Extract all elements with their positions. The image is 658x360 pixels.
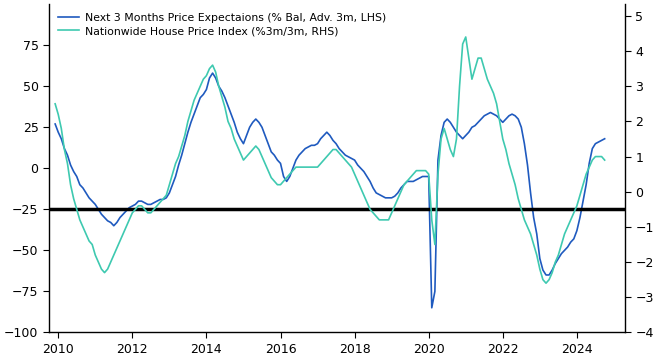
- Next 3 Months Price Expectaions (% Bal, Adv. 3m, LHS): [51, 122, 59, 126]
- Nationwide House Price Index (%3m/3m, RHS): [292, 165, 300, 169]
- Next 3 Months Price Expectaions (% Bal, Adv. 3m, LHS): [295, 153, 303, 157]
- Nationwide House Price Index (%3m/3m, RHS): [51, 102, 59, 106]
- Nationwide House Price Index (%3m/3m, RHS): [104, 267, 112, 271]
- Next 3 Months Price Expectaions (% Bal, Adv. 3m, LHS): [601, 136, 609, 141]
- Next 3 Months Price Expectaions (% Bal, Adv. 3m, LHS): [212, 76, 220, 80]
- Next 3 Months Price Expectaions (% Bal, Adv. 3m, LHS): [150, 201, 158, 205]
- Next 3 Months Price Expectaions (% Bal, Adv. 3m, LHS): [104, 219, 112, 223]
- Next 3 Months Price Expectaions (% Bal, Adv. 3m, LHS): [97, 212, 105, 216]
- Nationwide House Price Index (%3m/3m, RHS): [209, 63, 216, 67]
- Nationwide House Price Index (%3m/3m, RHS): [150, 207, 158, 211]
- Line: Nationwide House Price Index (%3m/3m, RHS): Nationwide House Price Index (%3m/3m, RH…: [55, 37, 605, 283]
- Nationwide House Price Index (%3m/3m, RHS): [97, 267, 105, 271]
- Legend: Next 3 Months Price Expectaions (% Bal, Adv. 3m, LHS), Nationwide House Price In: Next 3 Months Price Expectaions (% Bal, …: [55, 10, 390, 39]
- Nationwide House Price Index (%3m/3m, RHS): [542, 281, 550, 285]
- Nationwide House Price Index (%3m/3m, RHS): [462, 35, 470, 39]
- Next 3 Months Price Expectaions (% Bal, Adv. 3m, LHS): [209, 71, 216, 75]
- Next 3 Months Price Expectaions (% Bal, Adv. 3m, LHS): [428, 306, 436, 310]
- Nationwide House Price Index (%3m/3m, RHS): [465, 56, 472, 60]
- Next 3 Months Price Expectaions (% Bal, Adv. 3m, LHS): [468, 125, 476, 130]
- Nationwide House Price Index (%3m/3m, RHS): [601, 158, 609, 162]
- Line: Next 3 Months Price Expectaions (% Bal, Adv. 3m, LHS): Next 3 Months Price Expectaions (% Bal, …: [55, 73, 605, 308]
